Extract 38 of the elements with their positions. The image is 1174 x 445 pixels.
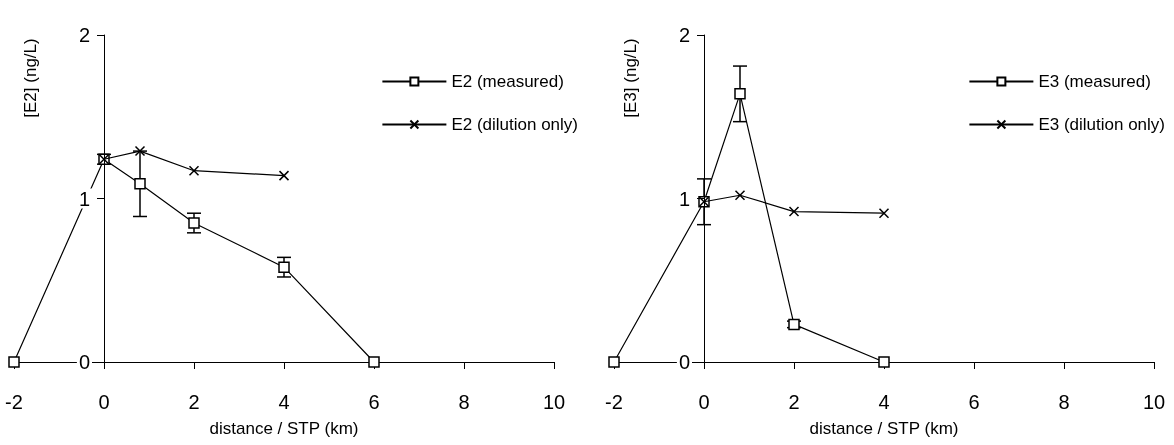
x-tick-label: 4	[878, 391, 890, 413]
x-tick-label: 0	[698, 391, 710, 413]
x-tick-label: 10	[1142, 391, 1166, 413]
point	[134, 145, 146, 157]
x-tick-label: 0	[98, 391, 110, 413]
legend-label: E2 (measured)	[451, 72, 564, 91]
x-tick-label: 6	[968, 391, 980, 413]
legend-label: E3 (dilution only)	[1038, 115, 1165, 134]
x-tick-label: 4	[278, 391, 290, 413]
x-tick-label: 8	[1058, 391, 1070, 413]
legend-label: E2 (dilution only)	[451, 115, 578, 134]
y-tick-label: 0	[78, 351, 90, 373]
y-tick-label: 2	[78, 24, 90, 46]
y-tick-label: 1	[78, 187, 90, 210]
x-tick-label: 2	[788, 391, 800, 413]
point	[788, 206, 800, 217]
point	[188, 165, 200, 176]
y-tick-label: 1	[678, 187, 690, 210]
x-tick-label: -2	[605, 391, 623, 413]
x-tick-label: 6	[368, 391, 380, 413]
y-tick-label: 0	[678, 351, 690, 373]
x-axis-title: distance / STP (km)	[209, 419, 359, 438]
x-tick-label: 8	[458, 391, 470, 413]
point	[134, 178, 146, 190]
x-tick-label: -2	[5, 391, 23, 413]
point	[278, 170, 290, 181]
x-axis-title: distance / STP (km)	[809, 419, 959, 438]
point	[188, 217, 200, 229]
x-tick-label: 10	[542, 391, 566, 413]
legend-label: E3 (measured)	[1038, 72, 1151, 91]
x-tick-label: 2	[188, 391, 200, 413]
y-tick-label: 2	[678, 24, 690, 46]
point	[878, 207, 890, 219]
y-axis-title: [E3] (ng/L)	[620, 38, 640, 118]
point	[734, 88, 746, 100]
point	[734, 189, 746, 201]
point	[278, 261, 290, 273]
y-axis-title: [E2] (ng/L)	[20, 38, 40, 118]
